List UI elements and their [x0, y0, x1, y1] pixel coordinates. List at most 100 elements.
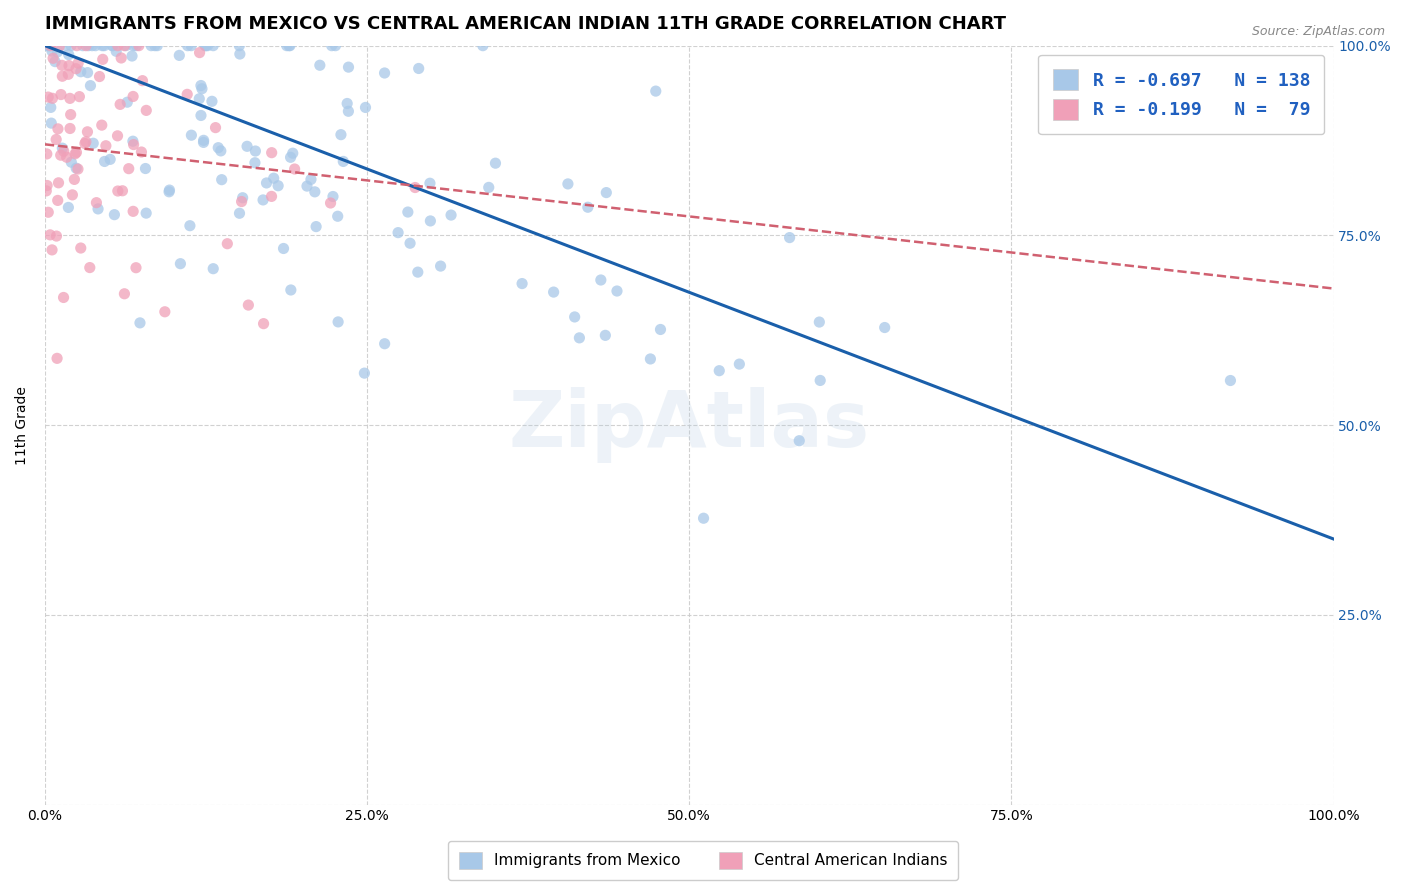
Point — [568, 331, 591, 345]
Point — [93, 38, 115, 53]
Point — [374, 336, 396, 351]
Point — [76, 125, 98, 139]
Point — [91, 53, 114, 67]
Point — [112, 38, 135, 53]
Point — [709, 364, 731, 378]
Point — [52, 144, 75, 158]
Point — [193, 136, 215, 150]
Point — [131, 73, 153, 87]
Point — [440, 208, 463, 222]
Point — [69, 241, 91, 255]
Point — [326, 315, 349, 329]
Point — [245, 144, 267, 158]
Point — [77, 38, 100, 53]
Point — [396, 205, 419, 219]
Point — [143, 38, 166, 53]
Point — [564, 310, 586, 324]
Point — [58, 59, 80, 73]
Point — [115, 38, 138, 53]
Point — [408, 62, 430, 76]
Point — [252, 317, 274, 331]
Point — [103, 208, 125, 222]
Point — [55, 150, 77, 164]
Point — [110, 51, 132, 65]
Point — [201, 95, 224, 109]
Point — [304, 185, 326, 199]
Point — [65, 145, 87, 160]
Point — [589, 273, 612, 287]
Point — [91, 38, 114, 53]
Point — [180, 128, 202, 143]
Y-axis label: 11th Grade: 11th Grade — [15, 385, 30, 465]
Point — [576, 200, 599, 214]
Point — [51, 58, 73, 72]
Point — [86, 195, 108, 210]
Point — [267, 178, 290, 193]
Point — [231, 194, 253, 209]
Point — [45, 132, 67, 146]
Point — [419, 176, 441, 190]
Point — [188, 92, 211, 106]
Point — [692, 511, 714, 525]
Point — [98, 153, 121, 167]
Point — [72, 38, 94, 53]
Point — [273, 242, 295, 256]
Point — [39, 116, 62, 130]
Point — [112, 286, 135, 301]
Point — [48, 176, 70, 190]
Point — [278, 38, 301, 53]
Point — [321, 38, 343, 53]
Point — [111, 184, 134, 198]
Point — [202, 38, 225, 53]
Point — [157, 185, 180, 199]
Point — [128, 38, 150, 53]
Point — [243, 155, 266, 169]
Point — [263, 171, 285, 186]
Point — [44, 54, 66, 69]
Point — [105, 45, 128, 59]
Point — [84, 38, 107, 53]
Point — [42, 51, 65, 65]
Point — [82, 136, 104, 151]
Point — [67, 89, 90, 103]
Point — [299, 172, 322, 186]
Point — [67, 56, 90, 70]
Point — [52, 290, 75, 304]
Point — [65, 62, 87, 76]
Point — [280, 283, 302, 297]
Point — [873, 320, 896, 334]
Point — [38, 38, 60, 53]
Point — [117, 95, 139, 110]
Point — [75, 135, 97, 149]
Point — [229, 47, 252, 62]
Point — [59, 121, 82, 136]
Point — [159, 183, 181, 197]
Point — [419, 214, 441, 228]
Point — [276, 38, 298, 53]
Point — [197, 38, 219, 53]
Point — [406, 265, 429, 279]
Point — [404, 180, 426, 194]
Point — [169, 257, 191, 271]
Point — [65, 161, 87, 176]
Point — [41, 91, 63, 105]
Point — [90, 118, 112, 132]
Point — [101, 38, 124, 53]
Point — [125, 260, 148, 275]
Point — [354, 100, 377, 114]
Point — [39, 100, 62, 114]
Point — [284, 161, 307, 176]
Point — [37, 90, 59, 104]
Point — [190, 78, 212, 93]
Point — [278, 38, 301, 53]
Point — [131, 145, 153, 159]
Point — [193, 133, 215, 147]
Point — [176, 87, 198, 102]
Point — [190, 108, 212, 122]
Point — [644, 84, 666, 98]
Point — [73, 136, 96, 151]
Point — [337, 60, 360, 74]
Point — [228, 206, 250, 220]
Point — [69, 64, 91, 78]
Point — [107, 184, 129, 198]
